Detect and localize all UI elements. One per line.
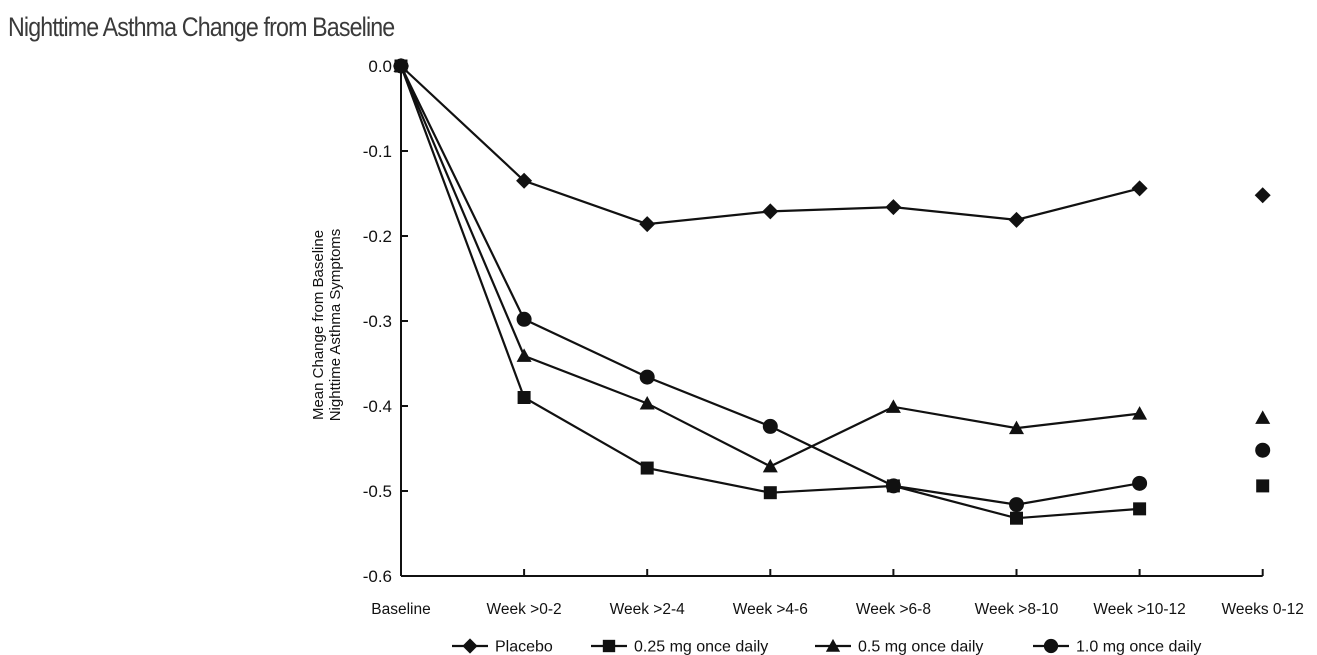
data-point <box>1133 502 1147 516</box>
data-point <box>393 58 409 74</box>
legend-item: 1.0 mg once daily <box>1033 639 1201 655</box>
series-line <box>400 65 1140 506</box>
data-point <box>1132 475 1148 491</box>
data-point <box>516 348 532 362</box>
legend-marker <box>825 638 841 652</box>
legend-item: 0.5 mg once daily <box>815 639 983 655</box>
series-line <box>400 65 1140 226</box>
x-tick-label: Week >10-12 <box>1093 601 1185 618</box>
y-axis-title-line: Nighttime Asthma Symptoms <box>327 229 344 422</box>
data-point <box>517 391 531 404</box>
x-tick-label: Week >8-10 <box>975 601 1059 618</box>
data-point <box>1010 511 1023 525</box>
series-line <box>399 65 1140 468</box>
x-tick-label: Week >6-8 <box>856 601 931 618</box>
x-tick-label: Week >2-4 <box>610 601 685 618</box>
series-2 <box>393 58 1271 473</box>
legend-marker <box>1043 638 1059 654</box>
axes: 0.0 -0.1 -0.2 -0.3 -0.4 -0.5 -0.6 Baseline Week … <box>310 57 1304 618</box>
data-point <box>762 418 778 434</box>
y-tick-label: -0.2 <box>363 227 392 246</box>
data-point <box>762 203 779 220</box>
legend-label: 1.0 mg once daily <box>1076 639 1201 655</box>
y-tick-label: -0.6 <box>363 567 392 586</box>
series-0 <box>393 58 1271 233</box>
legend: Placebo 0.25 mg once daily 0.5 mg once dai… <box>452 638 1201 655</box>
data-point <box>885 478 901 494</box>
data-point <box>762 458 778 473</box>
x-tick-label: Baseline <box>371 601 430 618</box>
y-tick-label: 0.0 <box>368 57 392 76</box>
chart-title: Nighttime Asthma Change from Baseline <box>8 12 395 42</box>
data-point <box>1009 497 1024 513</box>
data-point <box>1008 211 1025 228</box>
data-point <box>1009 420 1024 435</box>
series-3 <box>393 58 1271 513</box>
data-point <box>639 369 655 385</box>
data-point <box>639 216 656 233</box>
legend-item: Placebo <box>452 638 553 655</box>
x-tick-label: Weeks 0-12 <box>1221 601 1303 618</box>
series-1 <box>394 59 1270 525</box>
data-point <box>1254 187 1271 204</box>
x-tick-label: Week >4-6 <box>733 601 808 618</box>
data-point <box>885 399 901 413</box>
data-point <box>516 311 532 327</box>
data-point <box>639 395 655 410</box>
y-tick-label: -0.5 <box>363 482 392 501</box>
legend-item: 0.25 mg once daily <box>591 639 768 655</box>
data-point <box>1131 180 1148 197</box>
legend-label: 0.5 mg once daily <box>858 639 983 655</box>
legend-marker <box>462 638 478 654</box>
y-tick-label: -0.1 <box>363 142 392 161</box>
data-point <box>516 172 533 189</box>
data-point <box>640 461 654 475</box>
y-axis-title: Mean Change from BaselineNighttime Asthm… <box>310 229 344 422</box>
data-point <box>885 199 902 216</box>
y-tick-label: -0.3 <box>363 312 392 331</box>
data-point <box>1132 406 1148 420</box>
y-tick-label: -0.4 <box>363 397 392 416</box>
x-tick-label: Week >0-2 <box>487 601 562 618</box>
data-point <box>763 486 777 500</box>
legend-label: Placebo <box>495 639 553 655</box>
series-layer <box>393 58 1271 525</box>
y-axis-title-line: Mean Change from Baseline <box>310 230 327 420</box>
legend-label: 0.25 mg once daily <box>634 639 768 655</box>
data-point <box>1256 479 1270 493</box>
legend-marker <box>602 639 616 653</box>
data-point <box>1255 410 1271 424</box>
data-point <box>1255 442 1271 458</box>
